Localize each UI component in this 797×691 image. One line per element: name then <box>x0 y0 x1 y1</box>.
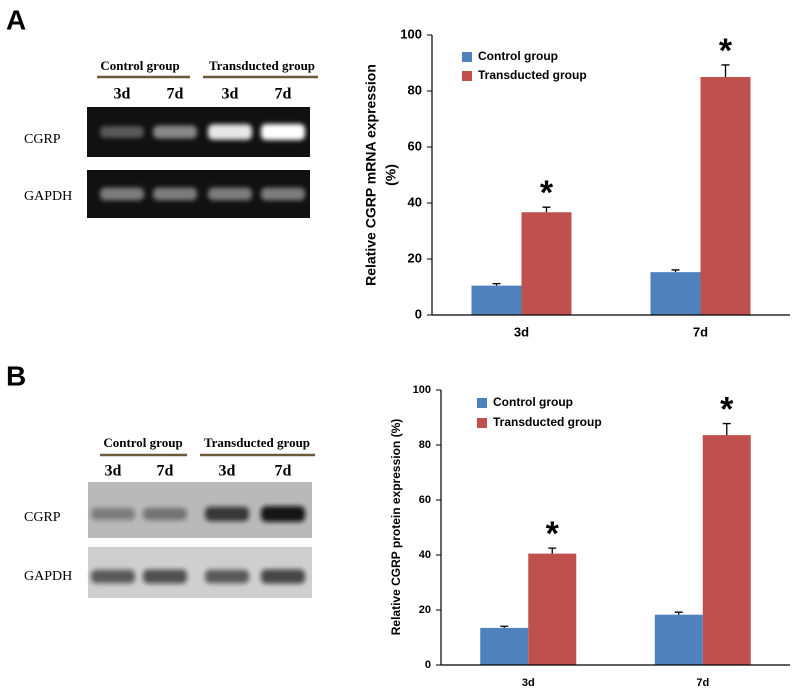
blot-band <box>91 569 135 584</box>
x-tick-label: 7d <box>696 677 709 689</box>
error-bar <box>548 547 557 554</box>
lane-label: 7d <box>275 463 292 480</box>
error-bar <box>492 282 501 286</box>
lane-label: 3d <box>105 463 122 480</box>
lane-label: 7d <box>275 86 292 103</box>
y-axis-label: (%) <box>383 164 399 186</box>
bar <box>471 285 522 315</box>
bar <box>521 212 572 315</box>
blot-band <box>143 569 187 584</box>
significance-marker: * <box>546 515 560 553</box>
significance-marker: * <box>719 32 733 70</box>
bar <box>528 553 577 665</box>
lane-label: 3d <box>222 86 239 103</box>
blot-band <box>261 187 305 201</box>
error-bar <box>722 422 731 436</box>
group-label: Control group <box>100 58 179 73</box>
y-tick-label: 40 <box>419 549 431 561</box>
lane-label: 3d <box>114 86 131 103</box>
group-label: Control group <box>103 435 182 450</box>
legend-label: Control group <box>493 395 573 409</box>
legend-swatch <box>477 398 487 408</box>
y-tick-label: 100 <box>413 384 431 396</box>
y-tick-label: 60 <box>408 138 422 153</box>
y-tick-label: 20 <box>419 604 431 616</box>
row-label: CGRP <box>24 132 61 147</box>
legend-swatch <box>462 52 472 62</box>
group-label: Transducted group <box>204 435 310 450</box>
y-tick-label: 80 <box>408 82 422 97</box>
blot-band <box>153 125 197 139</box>
blot-band <box>91 507 135 521</box>
error-bar <box>671 269 680 273</box>
x-tick-label: 7d <box>693 324 708 339</box>
significance-marker: * <box>720 391 734 429</box>
bar <box>650 272 701 315</box>
legend-label: Transducted group <box>478 68 587 82</box>
error-bar <box>500 625 509 628</box>
blot-band <box>208 124 252 140</box>
blot-band <box>143 507 187 521</box>
error-bar <box>721 64 730 77</box>
blot-band <box>100 187 144 201</box>
y-tick-label: 0 <box>415 306 422 321</box>
legend-label: Transducted group <box>493 415 602 429</box>
bar <box>654 614 703 665</box>
row-label: GAPDH <box>24 189 72 204</box>
panel-label: B <box>6 360 26 391</box>
blot-band <box>153 187 197 201</box>
blot-band <box>100 126 144 138</box>
error-bar <box>542 206 551 213</box>
y-tick-label: 60 <box>419 494 431 506</box>
y-tick-label: 100 <box>400 26 422 41</box>
y-axis-label: Relative CGRP protein expression (%) <box>389 419 403 636</box>
blot-band <box>261 506 305 522</box>
blot-band <box>205 569 249 584</box>
y-tick-label: 20 <box>408 250 422 265</box>
blot-band <box>205 506 249 522</box>
y-axis-label: Relative CGRP mRNA expression <box>363 64 379 286</box>
y-tick-label: 40 <box>408 194 422 209</box>
significance-marker: * <box>540 174 554 212</box>
legend-label: Control group <box>478 49 558 63</box>
bar <box>480 627 529 665</box>
blot-band <box>261 124 305 140</box>
group-label: Transducted group <box>209 58 315 73</box>
legend-swatch <box>462 71 472 81</box>
lane-label: 3d <box>219 463 236 480</box>
error-bar <box>674 611 683 615</box>
bar <box>702 435 751 665</box>
lane-label: 7d <box>157 463 174 480</box>
bar <box>700 77 751 315</box>
y-tick-label: 80 <box>419 439 431 451</box>
lane-label: 7d <box>167 86 184 103</box>
row-label: GAPDH <box>24 569 72 584</box>
panel-label: A <box>6 4 26 35</box>
y-tick-label: 0 <box>425 659 431 671</box>
blot-band <box>208 187 252 201</box>
blot-band <box>261 569 305 584</box>
row-label: CGRP <box>24 510 61 525</box>
legend-swatch <box>477 418 487 428</box>
x-tick-label: 3d <box>514 324 529 339</box>
x-tick-label: 3d <box>522 677 535 689</box>
